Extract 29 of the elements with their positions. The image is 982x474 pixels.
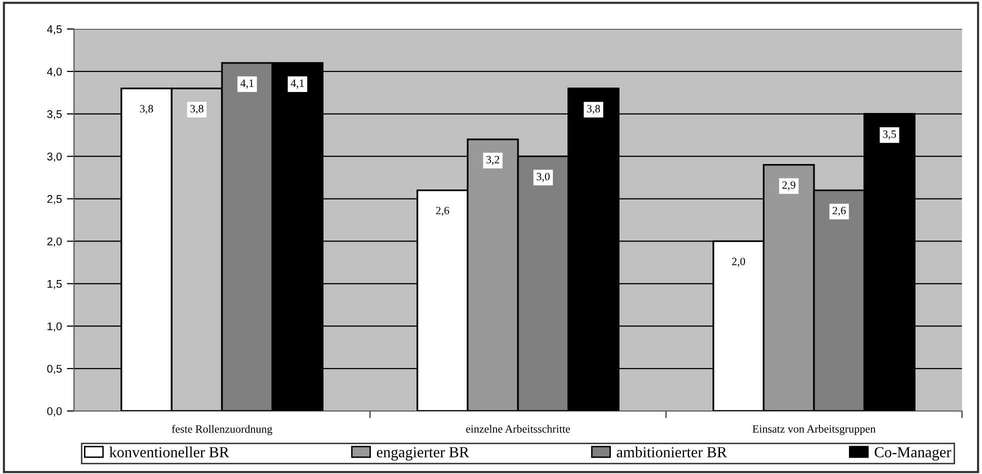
y-tick-label: 0,5 xyxy=(47,364,62,374)
y-tick-label: 3,0 xyxy=(47,152,62,162)
data-label: 2,9 xyxy=(782,181,796,190)
data-label: 4,1 xyxy=(290,80,304,89)
data-label: 2,0 xyxy=(732,258,746,267)
data-label: 3,8 xyxy=(190,104,204,114)
y-tick-label: 2,5 xyxy=(47,195,62,204)
y-tick-label: 1,5 xyxy=(48,280,62,290)
y-tick-label: 2,0 xyxy=(47,237,62,247)
y-tick-label: 1,0 xyxy=(48,322,62,332)
x-tick-label: einzelne Arbeitsschritte xyxy=(466,424,570,433)
data-label: 3,2 xyxy=(486,156,500,165)
data-label: 4,1 xyxy=(240,80,254,89)
data-label: 3,0 xyxy=(536,172,550,182)
x-tick-label: feste Rollenzuordnung xyxy=(172,424,272,436)
data-label: 3,8 xyxy=(587,104,600,114)
y-tick-label: 4,5 xyxy=(47,25,62,34)
y-tick-label: 3,5 xyxy=(47,110,62,120)
data-label: 3,5 xyxy=(883,130,896,140)
y-tick-label: 0,0 xyxy=(47,407,62,416)
legend-label: Co-Manager xyxy=(874,447,952,461)
x-tick-label: Einsatz von Arbeitsgruppen xyxy=(752,424,876,435)
data-label: 3,8 xyxy=(140,104,154,114)
legend-label: konventioneller BR xyxy=(109,446,230,458)
legend-label: ambitionierter BR xyxy=(616,446,727,458)
data-label: 2,6 xyxy=(436,206,450,216)
data-label: 2,6 xyxy=(832,206,846,216)
y-tick-label: 4,0 xyxy=(47,68,62,77)
legend-label: engagierter BR xyxy=(376,447,470,461)
